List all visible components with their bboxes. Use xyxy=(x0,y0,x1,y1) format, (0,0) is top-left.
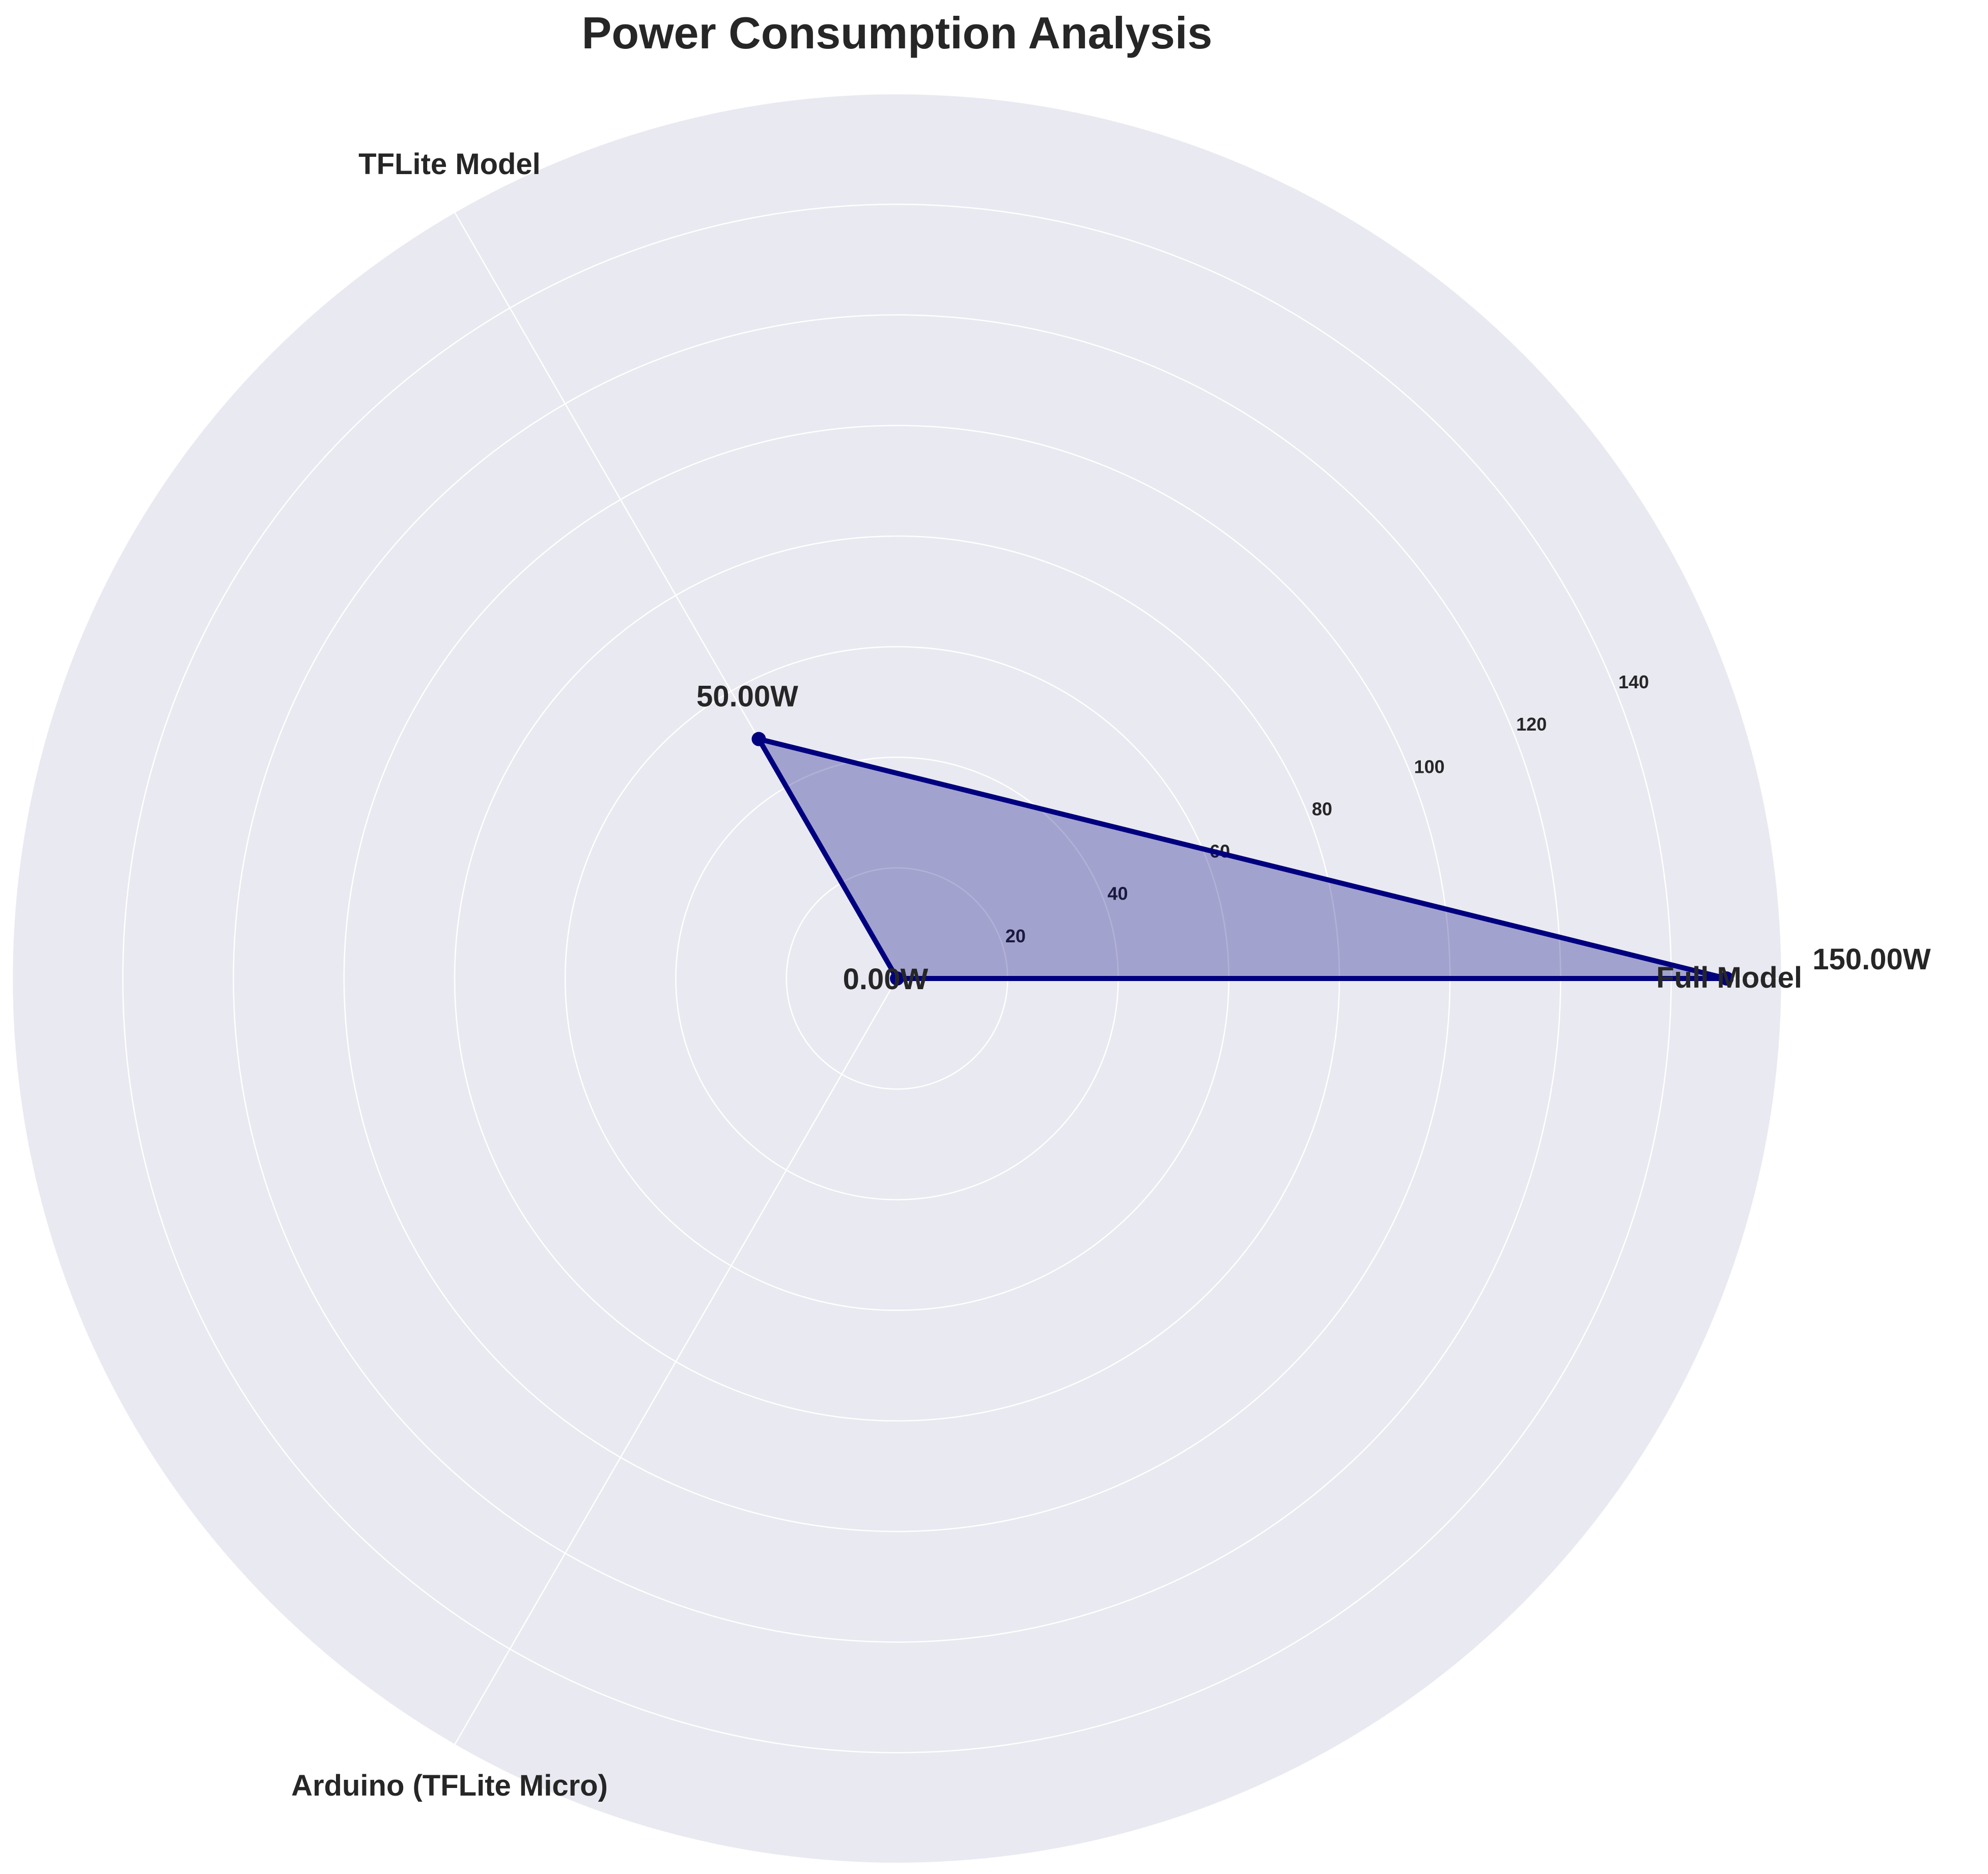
r-tick-label: 80 xyxy=(1312,798,1332,819)
r-tick-label: 20 xyxy=(1005,926,1026,946)
data-label: 150.00W xyxy=(1812,943,1930,976)
data-label: 50.00W xyxy=(696,680,798,713)
category-label: Full Model xyxy=(1656,961,1802,994)
data-point xyxy=(890,971,904,986)
r-tick-label: 120 xyxy=(1516,714,1547,735)
data-label: 0.00W xyxy=(843,963,929,996)
data-point xyxy=(751,732,766,746)
r-tick-label: 140 xyxy=(1618,672,1649,692)
category-label: Arduino (TFLite Micro) xyxy=(291,1769,608,1802)
category-label: TFLite Model xyxy=(358,148,541,181)
r-tick-label: 100 xyxy=(1414,756,1445,777)
r-tick-label: 40 xyxy=(1107,883,1128,904)
data-point xyxy=(1719,971,1734,986)
grid-spoke xyxy=(454,978,898,1745)
series-line xyxy=(756,736,1727,981)
chart-title: Power Consumption Analysis xyxy=(582,8,1213,58)
